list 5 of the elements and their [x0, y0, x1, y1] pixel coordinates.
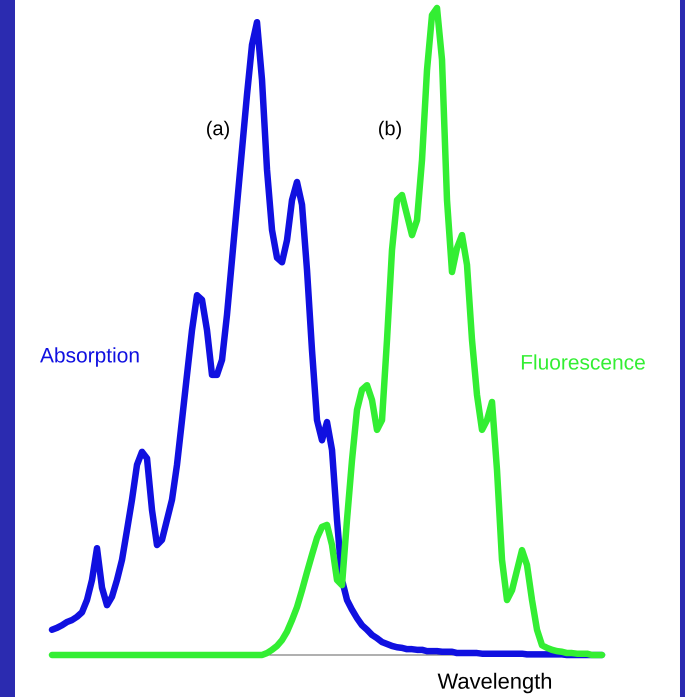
x-axis-title: Wavelength: [438, 672, 552, 694]
text: Fluorescence: [522, 354, 645, 370]
text: Absorption: [40, 347, 139, 367]
annotation: (a): [207, 120, 229, 140]
annotation: (b): [379, 120, 401, 140]
